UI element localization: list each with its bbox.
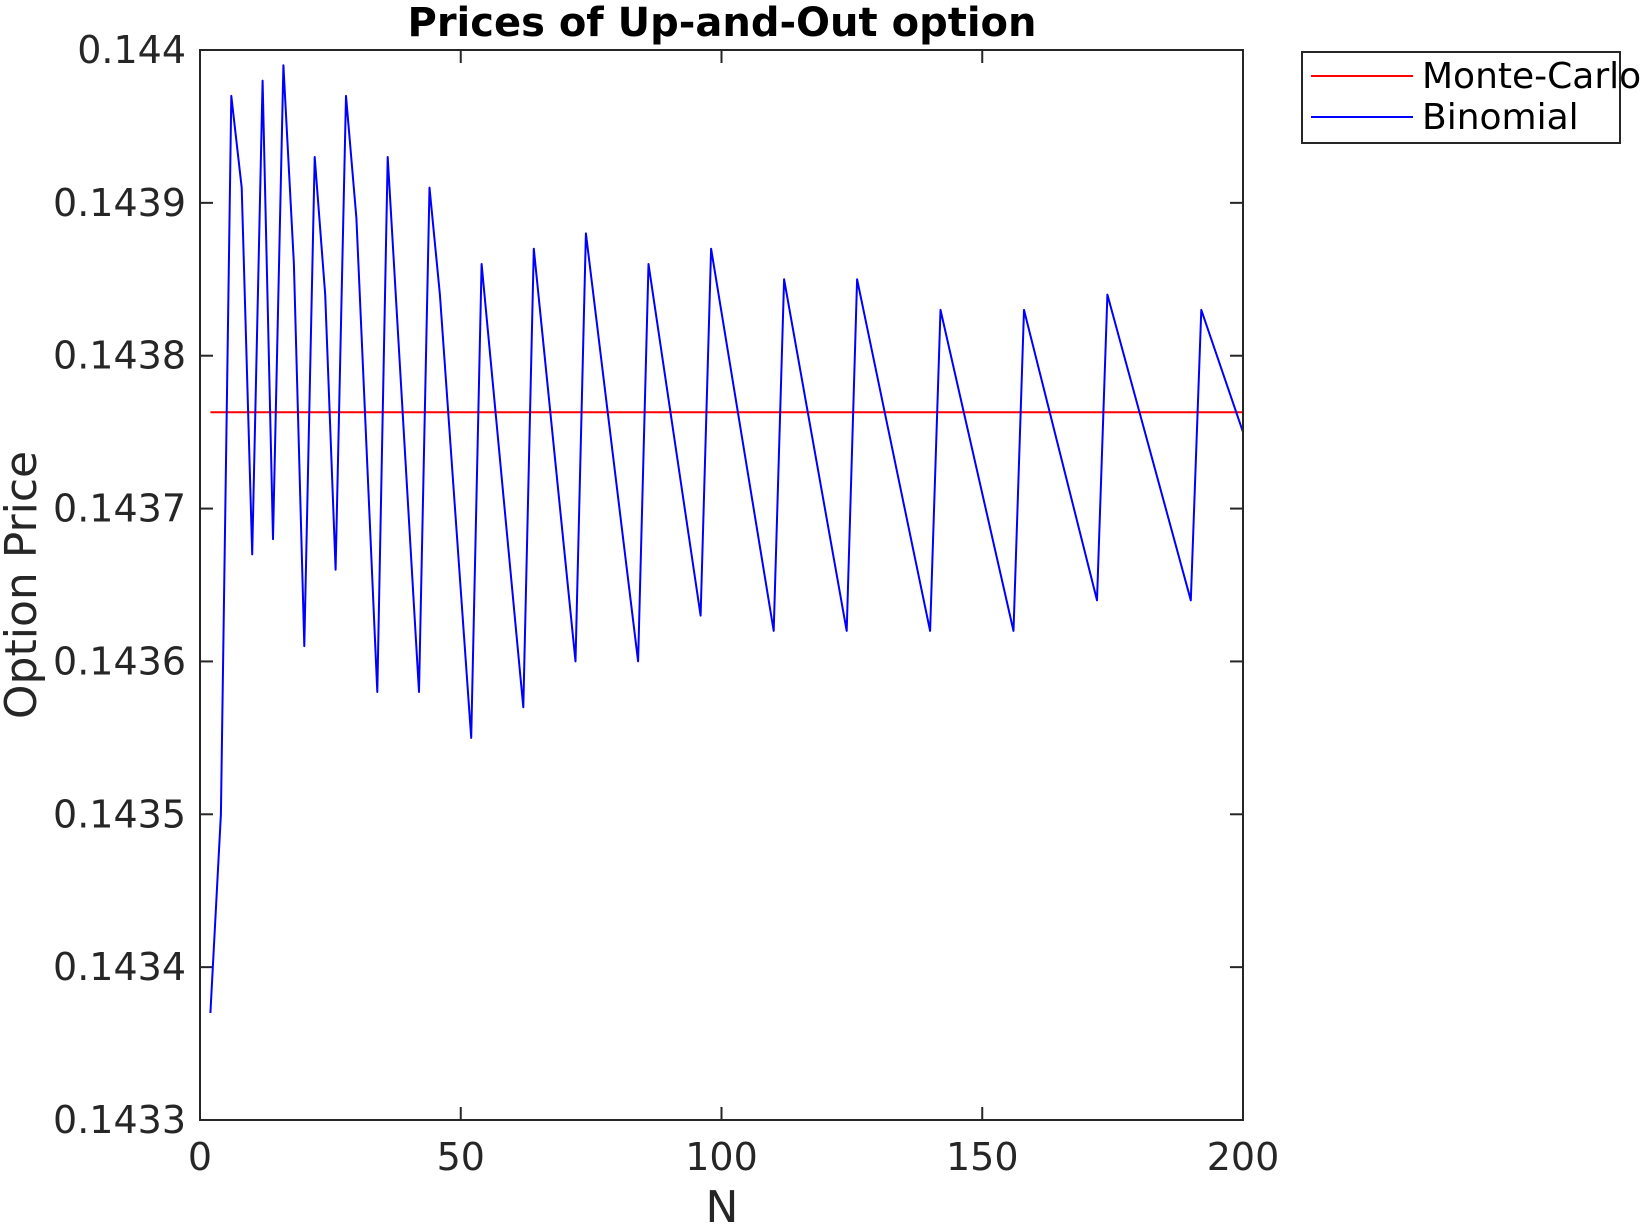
plot-area [200, 50, 1243, 1120]
x-tick-label: 200 [1207, 1135, 1280, 1179]
x-axis-title: N [706, 1182, 739, 1225]
x-axis-ticks: 0 50 100 150 200 [188, 50, 1279, 1179]
x-tick-label: 100 [685, 1135, 758, 1179]
plot-frame [199, 49, 1244, 1121]
y-tick-label: 0.1435 [53, 792, 186, 836]
y-axis-title: Option Price [0, 451, 47, 719]
x-tick-label: 0 [188, 1135, 212, 1179]
y-tick-label: 0.1433 [53, 1098, 186, 1142]
legend-box [1301, 51, 1621, 144]
y-axis-ticks: 0.1433 0.1434 0.1435 0.1436 0.1437 0.1438 0.14… [53, 28, 1243, 1142]
legend-label-binomial: Binomial [1422, 97, 1579, 138]
y-tick-label: 0.1439 [53, 181, 186, 225]
y-tick-label: 0.1438 [53, 334, 186, 378]
x-tick-label: 50 [437, 1135, 485, 1179]
series-layer [209, 64, 1244, 1014]
y-tick-label: 0.1437 [53, 487, 186, 531]
chart-title: Prices of Up-and-Out option [408, 0, 1037, 46]
y-tick-label: 0.1434 [53, 945, 186, 989]
y-tick-label: 0.144 [77, 28, 186, 72]
series-line-binomial [209, 64, 1244, 1014]
y-tick-label: 0.1436 [53, 639, 186, 683]
legend-label-monte-carlo: Monte-Carlo [1422, 56, 1641, 97]
legend: Monte-Carlo Binomial [1301, 51, 1641, 144]
x-tick-label: 150 [946, 1135, 1019, 1179]
